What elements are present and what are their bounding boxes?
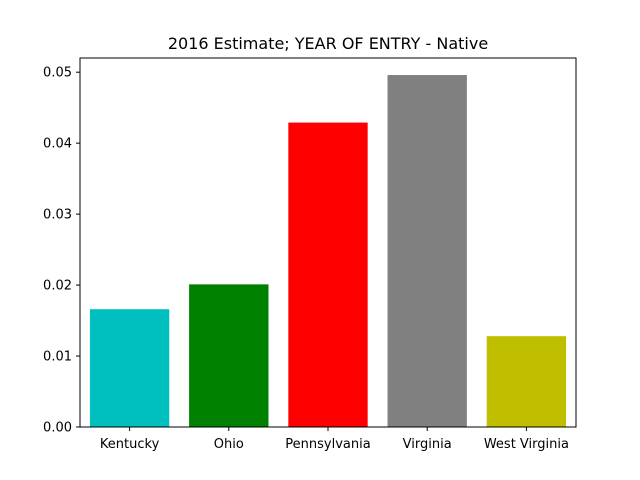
y-axis: 0.00 0.01 0.02 0.03 0.04 0.05 <box>43 66 80 436</box>
x-tick-label: Ohio <box>214 437 244 452</box>
y-tick-label: 0.04 <box>43 137 72 152</box>
bar-west-virginia <box>486 336 567 427</box>
y-tick-label: 0.01 <box>43 350 72 365</box>
chart-title: 2016 Estimate; YEAR OF ENTRY - Native <box>168 34 488 53</box>
bar-ohio <box>189 284 269 427</box>
plot-frame <box>79 57 577 428</box>
x-axis: Kentucky Ohio Pennsylvania Virginia West Vir… <box>100 427 569 452</box>
bar-virginia <box>387 75 467 428</box>
y-tick-label: 0.05 <box>43 66 72 81</box>
y-tick-label: 0.02 <box>43 279 72 294</box>
y-tick-label: 0.03 <box>43 208 72 223</box>
x-tick-label: Virginia <box>403 437 452 452</box>
y-tick-label: 0.00 <box>43 421 72 436</box>
x-tick-label: Kentucky <box>100 437 160 452</box>
bars-group <box>89 75 567 428</box>
x-tick-label: Pennsylvania <box>285 437 370 452</box>
x-tick-label: West Virginia <box>484 437 569 452</box>
bar-kentucky <box>89 309 170 427</box>
bar-pennsylvania <box>288 122 368 427</box>
